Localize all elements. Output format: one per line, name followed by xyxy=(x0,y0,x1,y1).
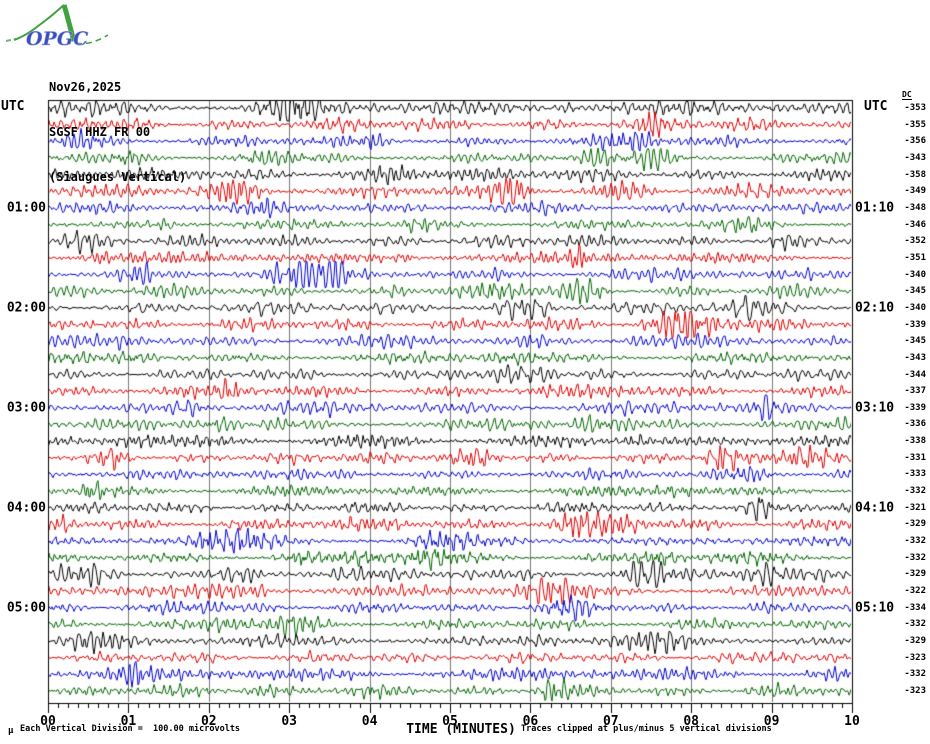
dc-offset-value: -332 xyxy=(904,536,926,547)
hour-label-right: 01:10 xyxy=(855,200,895,216)
x-tick-label: 00 xyxy=(40,714,56,729)
hour-label-left: 01:00 xyxy=(6,200,46,216)
dc-offset-value: -351 xyxy=(904,252,926,263)
dc-offset-value: -355 xyxy=(904,119,926,130)
title-block: Nov26,2025 SGSF HHZ FR 00 (Siaugues Vert… xyxy=(49,50,186,215)
dc-offset-value: -346 xyxy=(904,219,926,230)
x-tick-label: 09 xyxy=(763,714,780,729)
station-id-label: SGSF HHZ FR 00 xyxy=(49,125,151,139)
dc-offset-value: -345 xyxy=(904,336,926,347)
dc-offset-value: -349 xyxy=(904,186,926,197)
dc-offset-value: -334 xyxy=(904,602,926,613)
dc-offset-value: -321 xyxy=(904,502,926,513)
x-tick-label: 06 xyxy=(522,714,539,729)
dc-offset-value: -336 xyxy=(904,419,926,430)
hour-label-right: 04:10 xyxy=(855,500,895,516)
dc-offset-value: -329 xyxy=(904,569,926,580)
dc-offset-value: -332 xyxy=(904,552,926,563)
dc-offset-value: -343 xyxy=(904,152,926,163)
dc-offset-value: -343 xyxy=(904,352,926,363)
x-tick-label: 02 xyxy=(200,714,217,729)
opgc-logo-text: OPGC xyxy=(26,28,88,50)
dc-offset-value: -332 xyxy=(904,619,926,630)
dc-offset-value: -332 xyxy=(904,669,926,680)
hour-label-left: 02:00 xyxy=(6,300,46,316)
micro-symbol: µ xyxy=(8,726,14,736)
dc-offset-value: -348 xyxy=(904,202,926,213)
dc-offset-value: -340 xyxy=(904,269,926,280)
x-tick-label: 04 xyxy=(361,714,378,729)
hour-label-left: 03:00 xyxy=(6,400,46,416)
dc-offset-value: -356 xyxy=(904,136,926,147)
dc-offset-value: -338 xyxy=(904,436,926,447)
x-tick-label: 08 xyxy=(683,714,700,729)
dc-offset-value: -358 xyxy=(904,169,926,180)
dc-offset-value: -339 xyxy=(904,402,926,413)
x-tick-label: 07 xyxy=(602,714,619,729)
dc-offset-value: -344 xyxy=(904,369,926,380)
hour-label-left: 05:00 xyxy=(6,600,46,616)
date-label: Nov26,2025 xyxy=(49,80,122,94)
dc-offset-value: -340 xyxy=(904,302,926,313)
station-name-label: (Siaugues Vertical) xyxy=(49,170,187,184)
utc-header-left: UTC xyxy=(1,99,25,114)
dc-offset-value: -352 xyxy=(904,236,926,247)
x-tick-label: 05 xyxy=(442,714,458,729)
x-tick-label: 03 xyxy=(281,714,298,729)
dc-offset-value: -323 xyxy=(904,652,926,663)
dc-offset-value: -345 xyxy=(904,286,926,297)
hour-label-right: 05:10 xyxy=(855,600,895,616)
clipping-note: Traces clipped at plus/minus 5 vertical … xyxy=(521,724,772,734)
x-tick-label: 10 xyxy=(844,714,860,729)
dc-offset-value: -337 xyxy=(904,386,926,397)
hour-label-right: 03:10 xyxy=(855,400,895,416)
x-tick-label: 01 xyxy=(120,714,137,729)
dc-offset-value: -322 xyxy=(904,586,926,597)
dc-offset-value: -329 xyxy=(904,519,926,530)
x-axis-title: TIME (MINUTES) xyxy=(406,722,516,737)
dc-column-header: DC xyxy=(902,90,912,100)
hour-label-right: 02:10 xyxy=(855,300,895,316)
dc-offset-value: -339 xyxy=(904,319,926,330)
dc-offset-value: -353 xyxy=(904,103,926,113)
hour-label-left: 04:00 xyxy=(6,500,46,516)
dc-offset-value: -333 xyxy=(904,469,926,480)
opgc-logo: OPGC xyxy=(5,4,109,50)
dc-offset-value: -331 xyxy=(904,452,926,463)
vertical-division-note: Each Vertical Division = 100.00 microvol… xyxy=(20,724,241,734)
dc-offset-value: -329 xyxy=(904,636,926,647)
utc-header-right: UTC xyxy=(864,99,888,114)
dc-offset-value: -332 xyxy=(904,486,926,497)
dc-offset-value: -323 xyxy=(904,685,926,696)
